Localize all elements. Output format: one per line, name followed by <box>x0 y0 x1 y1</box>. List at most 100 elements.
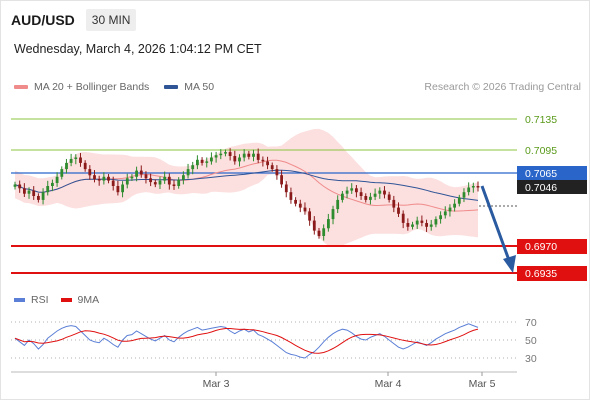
candle-body <box>41 192 45 200</box>
candle-body <box>425 223 428 227</box>
legend-item-9ma: 9MA <box>60 294 99 306</box>
9ma-swatch-icon <box>60 298 72 302</box>
legend-label-rsi: RSI <box>31 294 49 306</box>
candle <box>434 216 438 228</box>
header: AUD/USD 30 MIN <box>11 8 137 32</box>
bollinger-band-area <box>15 128 478 247</box>
candle-body <box>415 220 419 225</box>
candle <box>448 204 452 217</box>
candle-body <box>429 224 433 227</box>
candle <box>252 149 255 162</box>
candle <box>256 148 260 164</box>
main-legend: MA 20 + Bollinger Bands MA 50 <box>14 81 229 93</box>
candle-body <box>224 152 227 154</box>
candle <box>275 165 279 180</box>
candle-body <box>476 186 480 188</box>
candle-body <box>392 199 396 208</box>
candle <box>280 170 283 188</box>
candle <box>125 173 129 189</box>
candle <box>284 181 288 198</box>
bollinger-band-layer <box>15 128 478 247</box>
candle-body <box>317 230 321 237</box>
candle <box>111 176 115 191</box>
candle <box>37 193 40 203</box>
candle <box>79 152 82 167</box>
symbol-title: AUD/USD <box>11 12 75 28</box>
candle-body <box>219 153 223 156</box>
ma50-line <box>14 169 479 201</box>
candle <box>387 191 391 203</box>
candle-body <box>462 192 466 198</box>
candle-body <box>294 199 297 204</box>
candle <box>167 173 171 190</box>
candle-body <box>261 159 265 162</box>
candle <box>23 183 26 198</box>
candle <box>200 157 204 166</box>
candle <box>345 186 349 199</box>
candle <box>191 161 195 175</box>
candle-body <box>167 176 171 185</box>
candle <box>369 192 372 205</box>
candle <box>378 187 382 199</box>
datetime-label: Wednesday, March 4, 2026 1:04:12 PM CET <box>14 42 262 56</box>
candle-body <box>270 165 274 170</box>
candle-body <box>420 220 424 223</box>
candle-body <box>130 176 134 179</box>
candle-body <box>284 184 288 193</box>
candle-body <box>107 176 110 181</box>
candle <box>294 197 297 207</box>
candle-body <box>79 157 82 163</box>
candle-body <box>196 159 199 166</box>
support-label-2: 0.6935 <box>525 268 557 280</box>
candle-body <box>467 187 471 193</box>
candlestick-layer <box>13 148 480 241</box>
timeframe-button[interactable]: 30 MIN <box>85 9 137 31</box>
candle <box>130 174 134 181</box>
candle-body <box>322 228 326 236</box>
candle <box>411 221 414 230</box>
candle <box>331 205 335 225</box>
candle <box>27 187 31 199</box>
candle <box>102 172 106 185</box>
candle-body <box>69 159 73 163</box>
candle-body <box>233 156 237 162</box>
candle-body <box>88 169 92 176</box>
candle-body <box>191 165 195 170</box>
candle <box>476 181 480 192</box>
candle <box>69 153 73 167</box>
candle <box>158 176 162 189</box>
candle-body <box>387 194 391 200</box>
candle <box>177 177 181 189</box>
candle-body <box>247 153 251 157</box>
x-axis: Mar 3 Mar 4 Mar 5 <box>11 371 517 390</box>
candle-body <box>406 223 410 227</box>
support-label-1: 0.6970 <box>525 241 557 253</box>
candle-body <box>205 161 209 163</box>
candle-body <box>359 192 363 196</box>
candle <box>298 199 302 213</box>
candle-body <box>23 188 26 194</box>
candle <box>467 182 471 196</box>
candle-body <box>256 153 260 160</box>
candle-body <box>51 182 54 186</box>
candle-body <box>331 209 335 220</box>
candle <box>210 152 213 165</box>
candle-body <box>298 203 302 208</box>
candle-body <box>378 190 382 194</box>
candle <box>186 163 190 179</box>
candle <box>153 179 157 188</box>
candle <box>55 172 59 187</box>
candle-body <box>163 176 167 181</box>
candle-body <box>312 220 316 231</box>
candle-body <box>471 186 475 188</box>
support-tag-1 <box>517 239 587 254</box>
candle <box>270 162 274 172</box>
candle <box>289 187 293 204</box>
candle-body <box>125 178 129 185</box>
candle <box>453 199 456 212</box>
candle <box>41 188 45 205</box>
candle <box>471 182 475 193</box>
candle-body <box>97 179 101 181</box>
candle <box>205 157 209 168</box>
